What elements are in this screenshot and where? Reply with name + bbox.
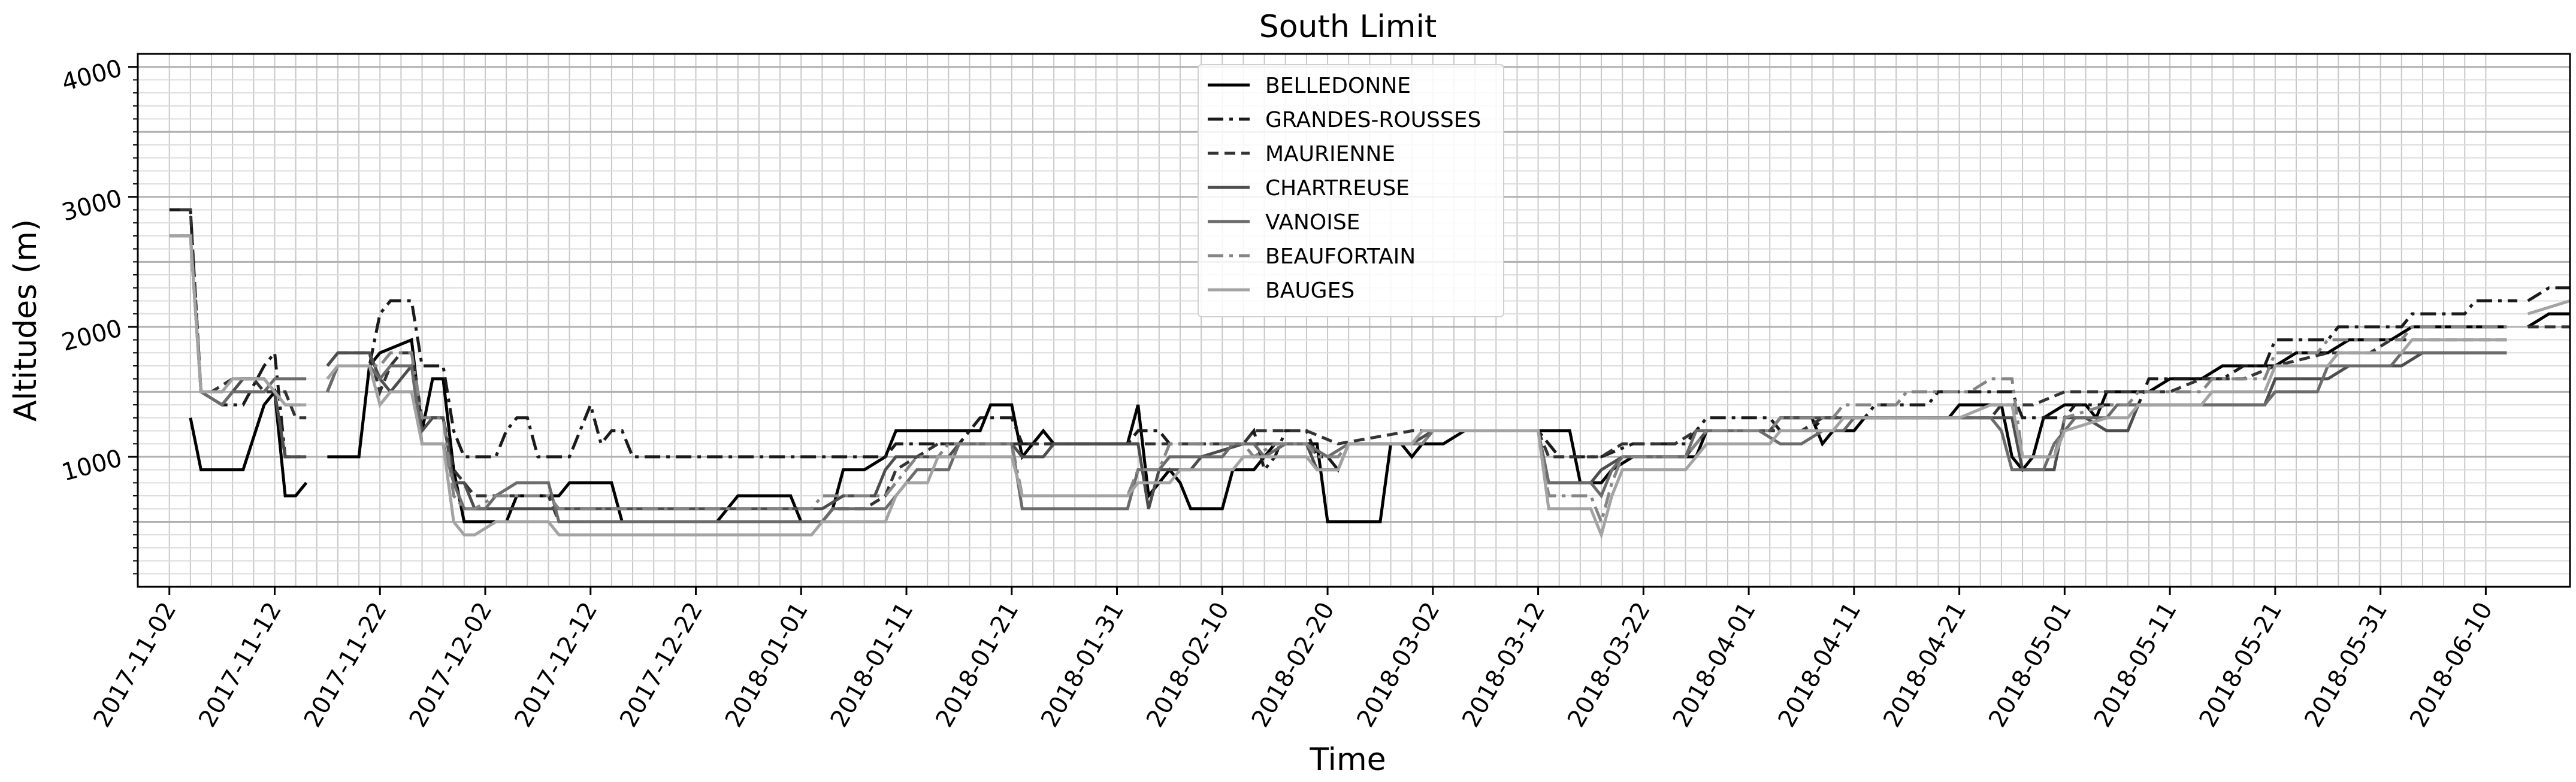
chart-title: South Limit <box>1259 9 1437 45</box>
legend-label: BAUGES <box>1265 278 1354 303</box>
y-axis-label: Altitudes (m) <box>8 219 44 422</box>
x-axis-label: Time <box>1309 742 1386 778</box>
plot-frame <box>137 53 2571 588</box>
legend-label: VANOISE <box>1265 210 1360 235</box>
series-line-bauges <box>169 234 2571 540</box>
legend-label: BELLEDONNE <box>1265 74 1411 98</box>
legend-box <box>1198 64 1504 317</box>
legend-label: CHARTREUSE <box>1265 176 1410 201</box>
legend-label: MAURIENNE <box>1265 142 1395 166</box>
series-line-grandes-rousses <box>169 208 2570 473</box>
series-lines <box>169 208 2571 540</box>
legend-label: GRANDES-ROUSSES <box>1265 108 1481 132</box>
legend-label: BEAUFORTAIN <box>1265 244 1416 269</box>
legend: BELLEDONNE GRANDES-ROUSSES MAURIENNE CHARTR… <box>1198 64 1504 317</box>
